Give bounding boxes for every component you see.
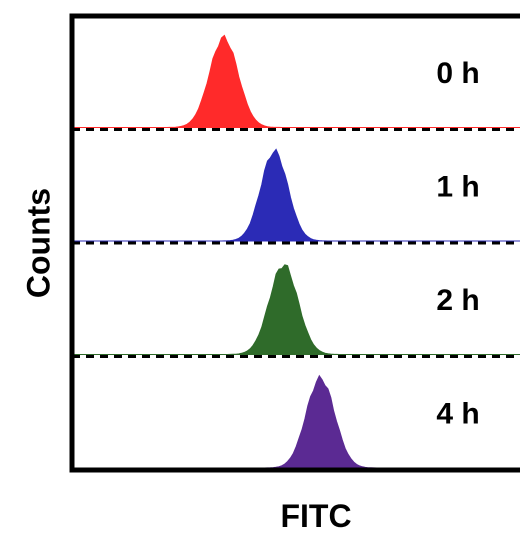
panel-label-1h: 1 h (436, 170, 479, 203)
panel-label-2h: 2 h (436, 284, 479, 317)
panels: 0 h 1 h 2 h 4 h (72, 34, 520, 469)
histogram-1h (72, 148, 520, 242)
histogram-0h (72, 34, 520, 128)
x-axis-label: FITC (280, 498, 351, 534)
plot-frame (69, 13, 520, 473)
panel-label-4h: 4 h (436, 397, 479, 430)
y-axis-label: Counts (20, 188, 56, 298)
histogram-2h (72, 264, 520, 355)
panel-label-0h: 0 h (436, 57, 479, 90)
